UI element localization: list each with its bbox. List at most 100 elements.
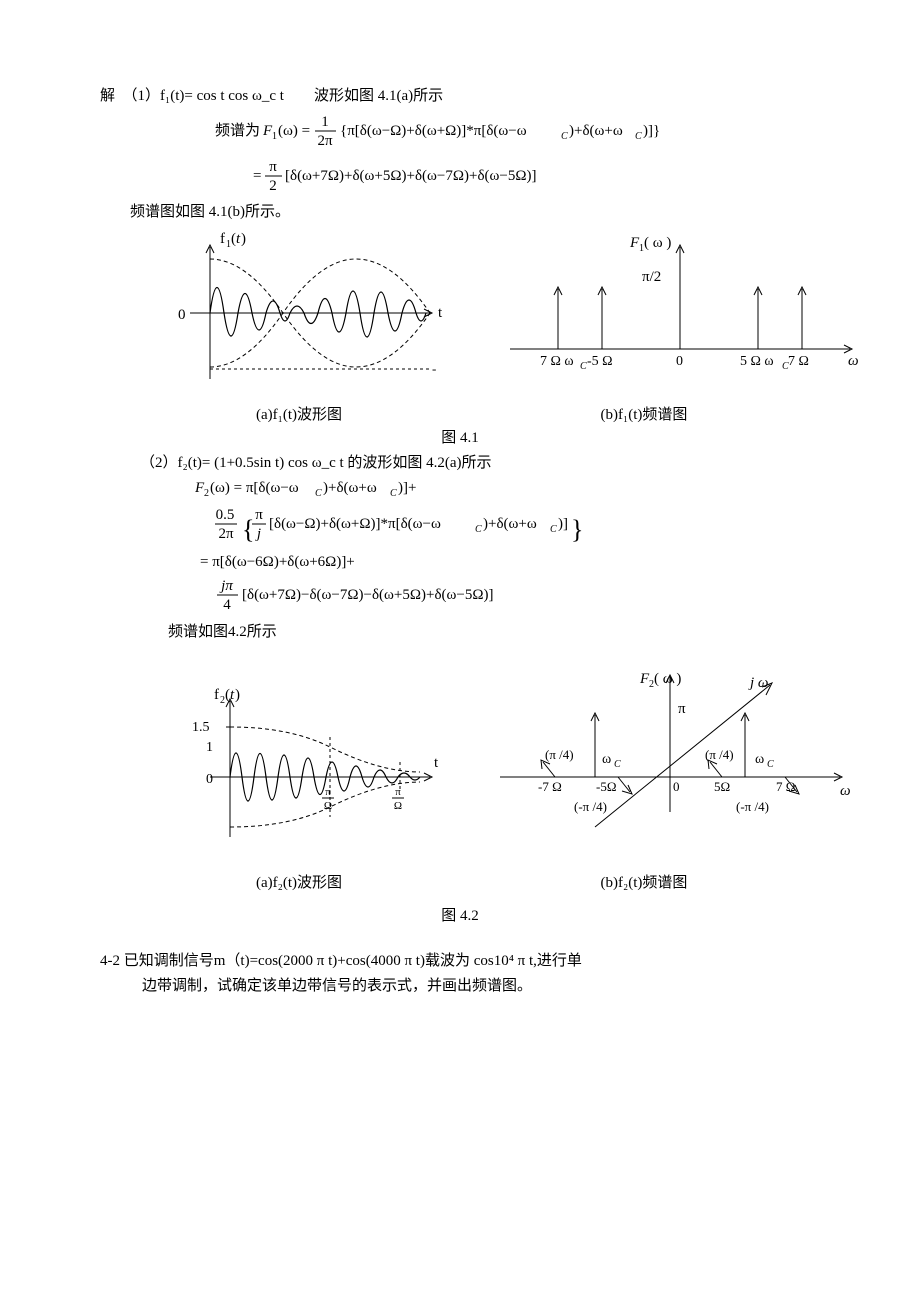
fig41-captions: (a)f₁(t)波形图 (b)f₁(t)频谱图 (160, 403, 820, 424)
prob42-line1: 4-2 已知调制信号m（t)=cos(2000 π t)+cos(4000 π … (100, 949, 820, 970)
svg-text:1: 1 (321, 114, 329, 130)
svg-text:1.5: 1.5 (192, 720, 210, 735)
svg-text:频谱为: 频谱为 (215, 122, 260, 139)
svg-text:7 Ω: 7 Ω (788, 354, 809, 369)
svg-text:-: - (432, 361, 436, 376)
sec2-eq2: 0.5 2π { π j [δ(ω−Ω)+δ(ω+Ω)]*π[δ(ω−ω C )… (215, 502, 820, 546)
svg-text:[δ(ω+7Ω)−δ(ω−7Ω)−δ(ω+5Ω)+δ(ω−5: [δ(ω+7Ω)−δ(ω−7Ω)−δ(ω+5Ω)+δ(ω−5Ω)] (242, 587, 494, 603)
fig42: f2(t) t 1.5 1 0 π Ω π Ω F2( ω ) (160, 667, 820, 867)
svg-text:0: 0 (178, 307, 186, 323)
svg-text:0: 0 (676, 354, 683, 369)
svg-text:)]}: )]} (643, 123, 660, 139)
svg-text:C: C (390, 488, 397, 498)
svg-text:2π: 2π (317, 133, 333, 149)
svg-text:(ω) = π[δ(ω−ω: (ω) = π[δ(ω−ω (210, 480, 299, 496)
svg-text:): ) (235, 687, 240, 703)
svg-text:(-π /4): (-π /4) (574, 799, 607, 814)
svg-text:j: j (255, 526, 261, 542)
svg-text:{: { (242, 515, 254, 544)
svg-text:1: 1 (206, 740, 213, 755)
svg-text:= π[δ(ω−6Ω)+δ(ω+6Ω)]+: = π[δ(ω−6Ω)+δ(ω+6Ω)]+ (200, 554, 355, 570)
fig41b-caption: (b)f₁(t)频谱图 (468, 403, 820, 424)
svg-text:-5 Ω: -5 Ω (587, 354, 613, 369)
svg-text:ω: ω (755, 752, 764, 767)
svg-text:π: π (255, 507, 263, 523)
svg-text:(π /4): (π /4) (545, 747, 574, 762)
svg-text:t: t (438, 305, 443, 321)
svg-text:5 Ω ω: 5 Ω ω (740, 354, 774, 369)
svg-text:ω: ω (602, 752, 611, 767)
sec1-note: 频谱图如图 4.1(b)所示。 (130, 200, 820, 221)
sec2-note: 频谱如图4.2所示 (168, 620, 820, 641)
svg-text:π: π (325, 786, 331, 798)
svg-text:1: 1 (272, 131, 277, 142)
svg-text:ω: ω (840, 783, 851, 799)
fig41-label: 图 4.1 (100, 426, 820, 447)
sec2-heading: （2）f₂(t)= (1+0.5sin t) cos ω_c t 的波形如图 4… (140, 451, 820, 472)
svg-text:}: } (571, 515, 583, 544)
svg-text:C: C (561, 131, 568, 142)
svg-text:{π[δ(ω−Ω)+δ(ω+Ω)]*π[δ(ω−ω: {π[δ(ω−Ω)+δ(ω+Ω)]*π[δ(ω−ω (340, 123, 527, 139)
fig42-label: 图 4.2 (100, 904, 820, 925)
sec1-eq1: 频谱为 F1 (ω) = 1 2π {π[δ(ω−Ω)+δ(ω+Ω)]*π[δ(… (215, 109, 820, 153)
fig42a-caption: (a)f₂(t)波形图 (160, 871, 438, 892)
svg-text:0: 0 (673, 779, 680, 794)
svg-text:π: π (395, 786, 401, 798)
svg-text:C: C (580, 361, 587, 372)
svg-text:ω: ω (848, 353, 859, 369)
svg-text:)]+: )]+ (398, 480, 416, 496)
svg-text:=: = (253, 168, 261, 184)
svg-text:(-π /4): (-π /4) (736, 799, 769, 814)
svg-text:5Ω: 5Ω (714, 779, 730, 794)
svg-text:7 Ω: 7 Ω (776, 779, 795, 794)
svg-text:)]: )] (558, 516, 568, 532)
svg-text:C: C (315, 488, 322, 498)
fig41a-caption: (a)f₁(t)波形图 (160, 403, 438, 424)
svg-text:f: f (214, 687, 219, 703)
svg-text:)+δ(ω+ω: )+δ(ω+ω (323, 480, 377, 496)
svg-text:C: C (635, 131, 642, 142)
svg-text:Ω: Ω (394, 800, 402, 812)
sec2-eq3: = π[δ(ω−6Ω)+δ(ω+6Ω)]+ (200, 550, 820, 572)
svg-text:C: C (475, 524, 482, 535)
sec2-eq4: jπ 4 [δ(ω+7Ω)−δ(ω−7Ω)−δ(ω+5Ω)+δ(ω−5Ω)] (215, 576, 820, 616)
fig41-svg: f1(t) 0 t - F1( ω ) π/2 7 Ω ω (160, 229, 880, 399)
svg-text:(ω) =: (ω) = (278, 123, 310, 139)
svg-text:): ) (241, 231, 246, 247)
svg-text:4: 4 (223, 597, 231, 613)
fig42-svg: f2(t) t 1.5 1 0 π Ω π Ω F2( ω ) (160, 667, 880, 867)
svg-text:0: 0 (206, 772, 213, 787)
sec2-eq1: F2(ω) = π[δ(ω−ωC)+δ(ω+ωC)]+ (195, 476, 820, 498)
prob42-line2: 边带调制，试确定该单边带信号的表示式，并画出频谱图。 (142, 974, 820, 995)
svg-text:-5Ω: -5Ω (596, 779, 617, 794)
svg-text:t: t (434, 755, 439, 771)
eq1-svg: 频谱为 F1 (ω) = 1 2π {π[δ(ω−Ω)+δ(ω+Ω)]*π[δ(… (215, 109, 815, 153)
svg-text:C: C (550, 524, 557, 535)
sec1-eq2: = π 2 [δ(ω+7Ω)+δ(ω+5Ω)+δ(ω−7Ω)+δ(ω−5Ω)] (215, 156, 820, 196)
svg-text:)+δ(ω+ω: )+δ(ω+ω (569, 123, 623, 139)
svg-text:π: π (269, 159, 277, 175)
sec1-heading: 解 （1）f₁(t)= cos t cos ω_c t 波形如图 4.1(a)所… (100, 84, 820, 105)
svg-text:2: 2 (204, 488, 209, 498)
svg-text:f: f (220, 231, 225, 247)
svg-text:jπ: jπ (219, 578, 233, 594)
fig41: f1(t) 0 t - F1( ω ) π/2 7 Ω ω (160, 229, 820, 399)
svg-text:7 Ω ω: 7 Ω ω (540, 354, 574, 369)
svg-text:[δ(ω+7Ω)+δ(ω+5Ω)+δ(ω−7Ω)+δ(ω−5: [δ(ω+7Ω)+δ(ω+5Ω)+δ(ω−7Ω)+δ(ω−5Ω)] (285, 168, 537, 184)
svg-text:π: π (678, 701, 686, 717)
svg-text:0.5: 0.5 (216, 507, 235, 523)
svg-text:Ω: Ω (324, 800, 332, 812)
svg-text:[δ(ω−Ω)+δ(ω+Ω)]*π[δ(ω−ω: [δ(ω−Ω)+δ(ω+Ω)]*π[δ(ω−ω (269, 516, 441, 532)
eq2-svg: = π 2 [δ(ω+7Ω)+δ(ω+5Ω)+δ(ω−7Ω)+δ(ω−5Ω)] (215, 156, 735, 196)
svg-text:C: C (767, 759, 774, 770)
fig42-captions: (a)f₂(t)波形图 (b)f₂(t)频谱图 (160, 871, 820, 892)
svg-text:2: 2 (269, 178, 277, 194)
svg-text:)+δ(ω+ω: )+δ(ω+ω (483, 516, 537, 532)
svg-text:2π: 2π (218, 526, 234, 542)
svg-text:( ω ): ( ω ) (644, 235, 671, 251)
svg-text:C: C (614, 759, 621, 770)
svg-text:(π /4): (π /4) (705, 747, 734, 762)
svg-text:π/2: π/2 (642, 269, 661, 285)
fig42b-caption: (b)f₂(t)频谱图 (468, 871, 820, 892)
svg-text:-7 Ω: -7 Ω (538, 779, 562, 794)
